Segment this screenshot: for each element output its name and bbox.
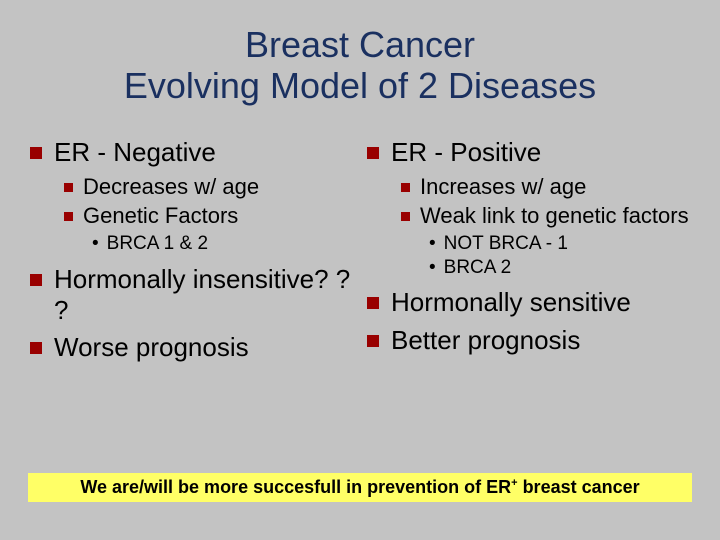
right-heading-text: ER - Positive: [391, 137, 541, 168]
list-item: Genetic Factors: [64, 203, 353, 229]
slide-title: Breast Cancer Evolving Model of 2 Diseas…: [30, 24, 690, 107]
dot-bullet-icon: •: [92, 233, 99, 256]
list-item: • BRCA 2: [429, 257, 690, 280]
left-column: ER - Negative Decreases w/ age Genetic F…: [30, 137, 353, 369]
dot-bullet-icon: •: [429, 257, 436, 280]
left-b2: Hormonally insensitive? ? ?: [54, 264, 353, 326]
list-item: • NOT BRCA - 1: [429, 233, 690, 256]
list-item: Weak link to genetic factors: [401, 203, 690, 229]
square-bullet-icon: [30, 342, 42, 354]
left-sub-2: Genetic Factors: [83, 203, 238, 229]
footer-pre: We are/will be more succesfull in preven…: [80, 477, 511, 497]
square-bullet-icon: [367, 335, 379, 347]
left-heading: ER - Negative: [30, 137, 353, 168]
square-bullet-icon: [64, 212, 73, 221]
right-subsub-2: BRCA 2: [444, 257, 512, 280]
list-item: • BRCA 1 & 2: [92, 233, 353, 256]
square-bullet-icon: [64, 183, 73, 192]
dot-bullet-icon: •: [429, 233, 436, 256]
title-line-2: Evolving Model of 2 Diseases: [124, 65, 596, 106]
left-subsub-1: BRCA 1 & 2: [107, 233, 208, 256]
title-line-1: Breast Cancer: [245, 24, 475, 65]
list-item: Decreases w/ age: [64, 174, 353, 200]
right-subsub-1: NOT BRCA - 1: [444, 233, 568, 256]
list-item: Worse prognosis: [30, 332, 353, 363]
left-heading-text: ER - Negative: [54, 137, 216, 168]
square-bullet-icon: [401, 212, 410, 221]
right-sub-1: Increases w/ age: [420, 174, 586, 200]
left-subsublist: • BRCA 1 & 2: [92, 233, 353, 256]
square-bullet-icon: [367, 297, 379, 309]
footer-highlight: We are/will be more succesfull in preven…: [28, 473, 692, 502]
square-bullet-icon: [30, 274, 42, 286]
footer-text: We are/will be more succesfull in preven…: [80, 477, 639, 497]
list-item: Hormonally insensitive? ? ?: [30, 264, 353, 326]
right-sublist: Increases w/ age Weak link to genetic fa…: [401, 174, 690, 230]
square-bullet-icon: [30, 147, 42, 159]
left-sub-1: Decreases w/ age: [83, 174, 259, 200]
content-columns: ER - Negative Decreases w/ age Genetic F…: [30, 137, 690, 369]
right-b2: Hormonally sensitive: [391, 287, 631, 318]
slide: Breast Cancer Evolving Model of 2 Diseas…: [0, 0, 720, 540]
right-b3: Better prognosis: [391, 325, 580, 356]
right-column: ER - Positive Increases w/ age Weak link…: [367, 137, 690, 369]
square-bullet-icon: [367, 147, 379, 159]
left-b3: Worse prognosis: [54, 332, 249, 363]
right-heading: ER - Positive: [367, 137, 690, 168]
right-subsublist: • NOT BRCA - 1 • BRCA 2: [429, 233, 690, 280]
footer-post: breast cancer: [518, 477, 640, 497]
list-item: Better prognosis: [367, 325, 690, 356]
right-sub-2: Weak link to genetic factors: [420, 203, 689, 229]
left-sublist: Decreases w/ age Genetic Factors: [64, 174, 353, 230]
list-item: Increases w/ age: [401, 174, 690, 200]
list-item: Hormonally sensitive: [367, 287, 690, 318]
square-bullet-icon: [401, 183, 410, 192]
